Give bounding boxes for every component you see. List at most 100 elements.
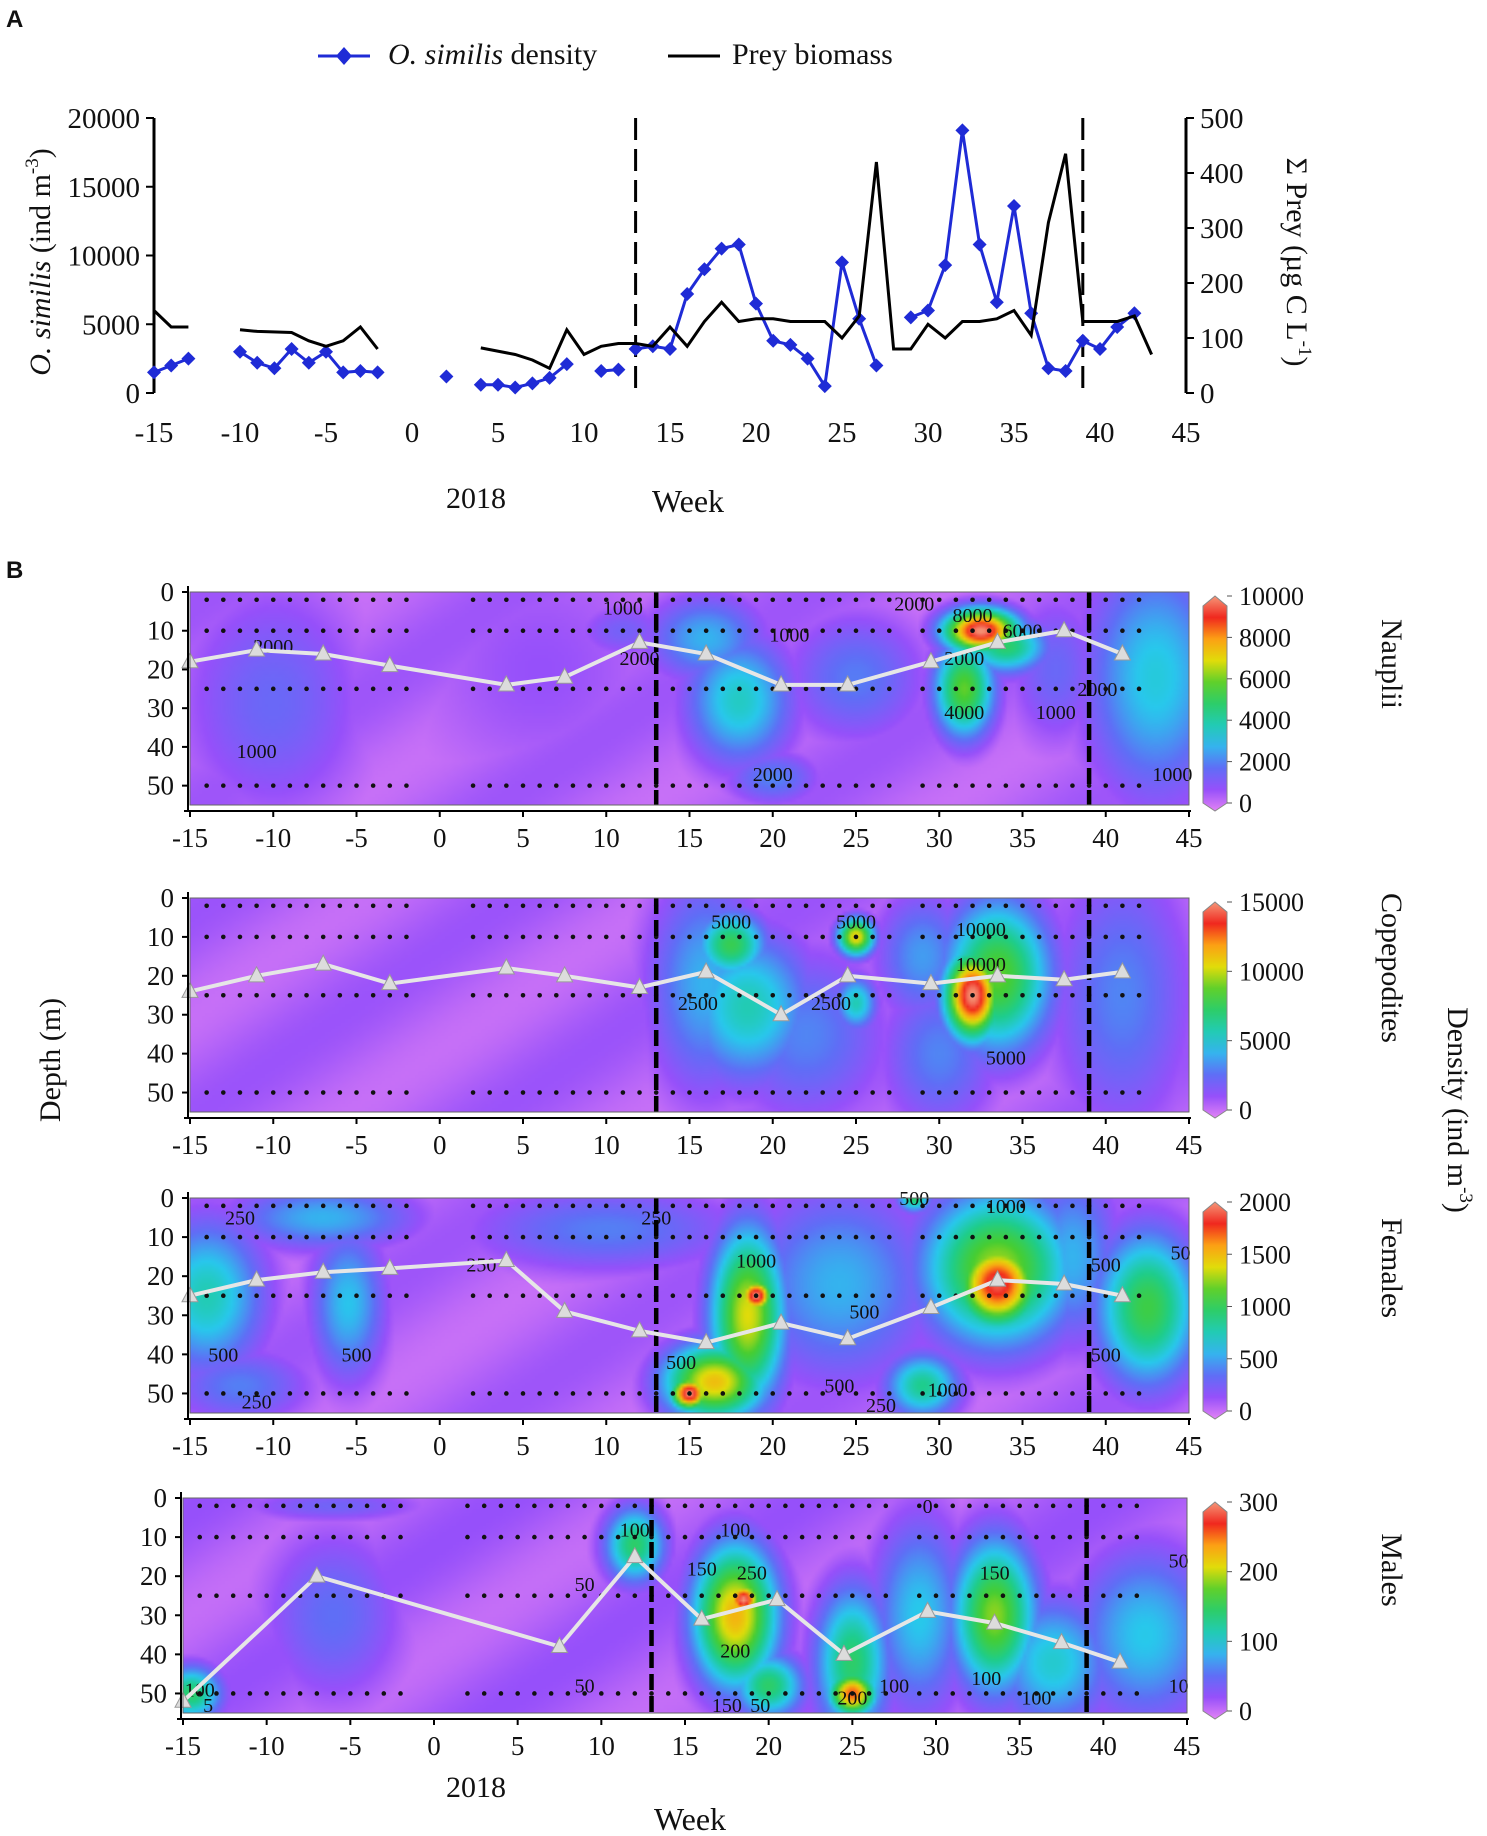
sampling-dot bbox=[520, 1391, 526, 1396]
sampling-dot bbox=[1020, 686, 1025, 692]
contour-label: 2000 bbox=[753, 764, 793, 786]
week-tick-label: 45 bbox=[1176, 1431, 1203, 1461]
sampling-dot bbox=[749, 1503, 755, 1509]
sampling-dot bbox=[1053, 1203, 1059, 1209]
sampling-dot bbox=[632, 1593, 638, 1599]
depth-tick-label: 30 bbox=[147, 1300, 174, 1330]
sampling-dot bbox=[970, 783, 975, 788]
sampling-dot bbox=[370, 934, 376, 940]
sampling-dot bbox=[870, 992, 875, 998]
mean-depth-point bbox=[1111, 1652, 1129, 1669]
sampling-dot bbox=[465, 1503, 470, 1509]
sampling-dot bbox=[270, 1391, 276, 1396]
sampling-dot bbox=[665, 1503, 671, 1509]
sampling-dot bbox=[803, 1203, 809, 1209]
sampling-dot bbox=[481, 1593, 487, 1599]
sampling-dot bbox=[370, 686, 376, 692]
sampling-dot bbox=[703, 686, 709, 692]
colorbar-tick-label: 0 bbox=[1239, 1096, 1252, 1125]
sampling-dot bbox=[920, 1293, 925, 1299]
sampling-dot bbox=[582, 1534, 587, 1540]
panel-a-x-tick-label: -5 bbox=[314, 417, 338, 449]
sampling-dot bbox=[787, 1234, 792, 1240]
sampling-dot bbox=[498, 1691, 504, 1696]
sampling-dot bbox=[487, 1391, 493, 1396]
sampling-dot bbox=[331, 1534, 336, 1540]
week-tick-label: -5 bbox=[345, 1130, 368, 1160]
sampling-dot bbox=[637, 597, 642, 603]
sampling-dot bbox=[720, 992, 726, 998]
sampling-dot bbox=[803, 628, 809, 634]
sampling-dot bbox=[620, 1234, 626, 1240]
sampling-dot bbox=[870, 1203, 875, 1209]
colorbar-tick-label: 5000 bbox=[1239, 1027, 1291, 1056]
sampling-dot bbox=[1117, 1691, 1123, 1696]
sampling-dot bbox=[504, 597, 509, 603]
sampling-dot bbox=[570, 597, 576, 603]
sampling-dot bbox=[1053, 1293, 1059, 1299]
week-tick-label: 40 bbox=[1092, 823, 1119, 853]
sampling-dot bbox=[670, 1203, 676, 1209]
sampling-dot bbox=[470, 597, 476, 603]
mean-depth-point bbox=[835, 1644, 853, 1661]
sampling-dot bbox=[887, 628, 892, 634]
contour-label: 250 bbox=[242, 1391, 272, 1413]
mean-depth-point bbox=[838, 674, 857, 692]
sampling-dot bbox=[703, 1234, 709, 1240]
sampling-dot bbox=[554, 686, 559, 692]
week-tick-label: 10 bbox=[593, 823, 620, 853]
sampling-dot bbox=[254, 1293, 259, 1299]
sampling-dot bbox=[699, 1503, 705, 1509]
sampling-dot bbox=[799, 1593, 805, 1599]
sampling-dot bbox=[487, 1234, 493, 1240]
sampling-dot bbox=[703, 628, 709, 634]
panel-b-colorbar-label: Density (ind m-3) bbox=[1441, 1007, 1476, 1213]
sampling-dot bbox=[603, 1234, 609, 1240]
sampling-dot bbox=[1134, 1534, 1140, 1540]
sampling-dot bbox=[637, 628, 642, 634]
sampling-dot bbox=[404, 686, 409, 692]
sampling-dot bbox=[687, 934, 692, 940]
sampling-dot bbox=[853, 783, 859, 788]
sampling-dot bbox=[1036, 686, 1042, 692]
heatmap-frame bbox=[189, 1197, 1190, 1414]
sampling-dot bbox=[354, 686, 359, 692]
sampling-dot bbox=[381, 1503, 387, 1509]
sampling-dot bbox=[270, 686, 276, 692]
sampling-dot bbox=[732, 1534, 738, 1540]
sampling-dot bbox=[554, 597, 559, 603]
sampling-dot bbox=[221, 628, 226, 634]
contour-label: 5 bbox=[203, 1695, 213, 1717]
sampling-dot bbox=[936, 597, 942, 603]
sampling-dot bbox=[504, 1234, 509, 1240]
sampling-dot bbox=[487, 903, 493, 909]
colorbar-tick-label: 2000 bbox=[1239, 1188, 1291, 1217]
sampling-dot bbox=[404, 1391, 409, 1396]
sampling-dot bbox=[587, 903, 592, 909]
sampling-dot bbox=[737, 628, 742, 634]
sampling-dot bbox=[587, 1391, 592, 1396]
heatmap-nauplii: 1000200020001000100020002000800060002000… bbox=[147, 577, 1408, 853]
contour-label: 0 bbox=[923, 1496, 933, 1518]
panel-a-x-tick-label: -15 bbox=[135, 417, 174, 449]
panel-a-letter: A bbox=[6, 6, 24, 33]
sampling-dot bbox=[270, 1203, 276, 1209]
sampling-dot bbox=[1020, 903, 1025, 909]
sampling-dot bbox=[637, 934, 642, 940]
sampling-dot bbox=[1136, 686, 1142, 692]
sampling-dot bbox=[687, 686, 692, 692]
sampling-dot bbox=[820, 992, 825, 998]
sampling-dot bbox=[670, 597, 676, 603]
sampling-dot bbox=[787, 903, 792, 909]
sampling-dot bbox=[599, 1534, 604, 1540]
week-tick-label: 35 bbox=[1009, 1431, 1036, 1461]
week-tick-label: 5 bbox=[516, 823, 530, 853]
sampling-dot bbox=[687, 1203, 692, 1209]
sampling-dot bbox=[637, 1203, 642, 1209]
sampling-dot bbox=[737, 1293, 742, 1299]
sampling-dot bbox=[281, 1593, 286, 1599]
sampling-dot bbox=[387, 1203, 393, 1209]
sampling-dot bbox=[1053, 1391, 1059, 1396]
week-tick-label: 35 bbox=[1009, 823, 1036, 853]
sampling-dot bbox=[387, 992, 393, 998]
